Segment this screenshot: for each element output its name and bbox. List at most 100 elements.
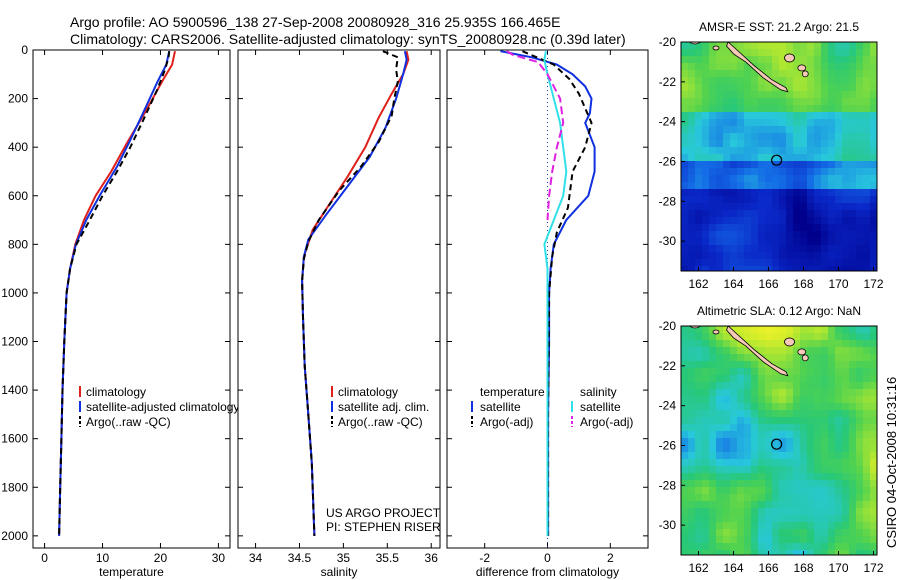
map-x-tick-label: 162 — [688, 277, 708, 291]
map-x-tick-label: 168 — [793, 561, 813, 575]
small-island — [712, 45, 720, 51]
map-y-tick-label: -24 — [659, 399, 677, 413]
y-tick-label: 0 — [21, 43, 28, 57]
x-tick-label-difference: -2 — [479, 551, 490, 565]
small-island — [797, 64, 807, 72]
series-line-difference-1 — [522, 50, 593, 536]
coastline-layer — [689, 42, 809, 93]
chart-title-line1: Argo profile: AO 5900596_138 27-Sep-2008… — [70, 14, 561, 30]
map-x-tick-label: 172 — [863, 561, 883, 575]
pi-annotation: PI: STEPHEN RISER — [326, 520, 441, 534]
series-group-difference — [500, 50, 596, 536]
map-title: AMSR-E SST: 21.2 Argo: 21.5 — [699, 20, 859, 34]
x-tick-label-difference: 0 — [544, 551, 551, 565]
argo-position-marker — [771, 154, 783, 166]
x-tick-label-temperature: 30 — [212, 551, 226, 565]
series-line-temperature-2 — [58, 51, 171, 536]
legend-label-salinity: satellite adj. clim. — [338, 400, 429, 414]
small-island — [797, 348, 807, 356]
map-title: Altimetric SLA: 0.12 Argo: NaN — [697, 304, 861, 318]
legend-label-temperature: climatology — [86, 385, 146, 399]
y-tick-label: 1800 — [1, 480, 28, 494]
map-x-tick-label: 164 — [723, 277, 743, 291]
small-island — [689, 42, 701, 45]
island-new-caledonia — [726, 42, 789, 93]
y-tick-label: 1400 — [1, 383, 28, 397]
series-line-difference-0 — [500, 50, 596, 536]
map-x-tick-label: 170 — [828, 277, 848, 291]
legend-label-salinity: Argo(..raw -QC) — [338, 415, 423, 429]
legend-label-difference: Argo(-adj) — [580, 415, 633, 429]
y-tick-label: 800 — [8, 237, 28, 251]
legend-group-title: salinity — [580, 385, 617, 399]
map-frame — [680, 41, 878, 272]
y-tick-label: 600 — [8, 189, 28, 203]
y-tick-label: 1200 — [1, 335, 28, 349]
legend-label-difference: satellite — [480, 400, 521, 414]
x-tick-label-temperature: 10 — [96, 551, 110, 565]
series-group-temperature — [58, 50, 176, 536]
island-new-caledonia — [726, 326, 789, 377]
x-tick-label-temperature: 20 — [154, 551, 168, 565]
map-y-tick-label: -28 — [659, 478, 677, 492]
map-y-tick-label: -30 — [659, 234, 677, 248]
x-tick-label-salinity: 34 — [249, 551, 263, 565]
sst-map: 162 164 166 168 170 172 -20 -22 -24 -26 -28 -30 AMSR… — [659, 20, 884, 291]
map-y-tick-label: -20 — [659, 319, 677, 333]
panel-temperature: 0 10 20 30 temperature 0 200 400 600 800 1000 1200 1… — [1, 43, 239, 579]
map-y-tick-label: -20 — [659, 35, 677, 49]
heatmap-cells — [681, 42, 877, 271]
x-tick-label-salinity: 34.5 — [288, 551, 312, 565]
legend-label-temperature: satellite-adjusted climatology — [86, 400, 239, 414]
x-tick-label-salinity: 36 — [425, 551, 439, 565]
panel-salinity: 34 34.5 35 35.5 36 salinity climatologysatelli… — [237, 49, 441, 579]
map-y-tick-label: -22 — [659, 359, 677, 373]
y-tick-label: 200 — [8, 92, 28, 106]
project-annotation: US ARGO PROJECT — [326, 506, 441, 520]
map-x-tick-label: 172 — [863, 277, 883, 291]
map-y-tick-label: -26 — [659, 438, 677, 452]
small-island — [712, 329, 720, 335]
series-line-salinity-1 — [301, 51, 408, 536]
small-island — [689, 326, 701, 329]
legend-label-temperature: Argo(..raw -QC) — [86, 415, 171, 429]
sla-map: 162 164 166 168 170 172 -20 -22 -24 -26 -28 -30 Alti… — [659, 304, 884, 575]
small-island — [801, 70, 809, 78]
series-group-salinity — [301, 50, 410, 536]
map-y-tick-label: -30 — [659, 518, 677, 532]
x-axis-label-temperature: temperature — [99, 565, 164, 579]
map-x-tick-label: 164 — [723, 561, 743, 575]
y-tick-label: 1000 — [1, 286, 28, 300]
x-axis-label-difference: difference from climatology — [476, 565, 619, 579]
argo-position-marker — [771, 438, 783, 450]
chart-title-line2: Climatology: CARS2006. Satellite-adjuste… — [70, 31, 626, 47]
map-y-tick-label: -26 — [659, 154, 677, 168]
heatmap-cells — [681, 326, 877, 555]
map-y-tick-label: -28 — [659, 194, 677, 208]
y-tick-label: 1600 — [1, 432, 28, 446]
x-tick-label-salinity: 35.5 — [376, 551, 400, 565]
map-x-tick-label: 168 — [793, 277, 813, 291]
small-island — [784, 337, 795, 347]
series-line-salinity-2 — [301, 50, 399, 536]
map-x-tick-label: 166 — [758, 561, 778, 575]
series-line-difference-3 — [506, 50, 565, 221]
map-y-tick-label: -22 — [659, 75, 677, 89]
credit-text: CSIRO 04-Oct-2008 10:31:16 — [884, 376, 899, 548]
x-tick-label-difference: 2 — [607, 551, 614, 565]
series-line-temperature-1 — [58, 50, 171, 536]
map-x-tick-label: 162 — [688, 561, 708, 575]
map-y-tick-label: -24 — [659, 115, 677, 129]
coastline-layer — [689, 326, 809, 377]
legend-label-salinity: climatology — [338, 385, 398, 399]
y-tick-label: 400 — [8, 140, 28, 154]
map-x-tick-label: 170 — [828, 561, 848, 575]
legend-label-difference: satellite — [580, 400, 621, 414]
map-frame — [680, 325, 878, 556]
legend-group-title: temperature — [480, 385, 545, 399]
x-tick-label-temperature: 0 — [41, 551, 48, 565]
map-x-tick-label: 166 — [758, 277, 778, 291]
y-tick-label: 2000 — [1, 529, 28, 543]
